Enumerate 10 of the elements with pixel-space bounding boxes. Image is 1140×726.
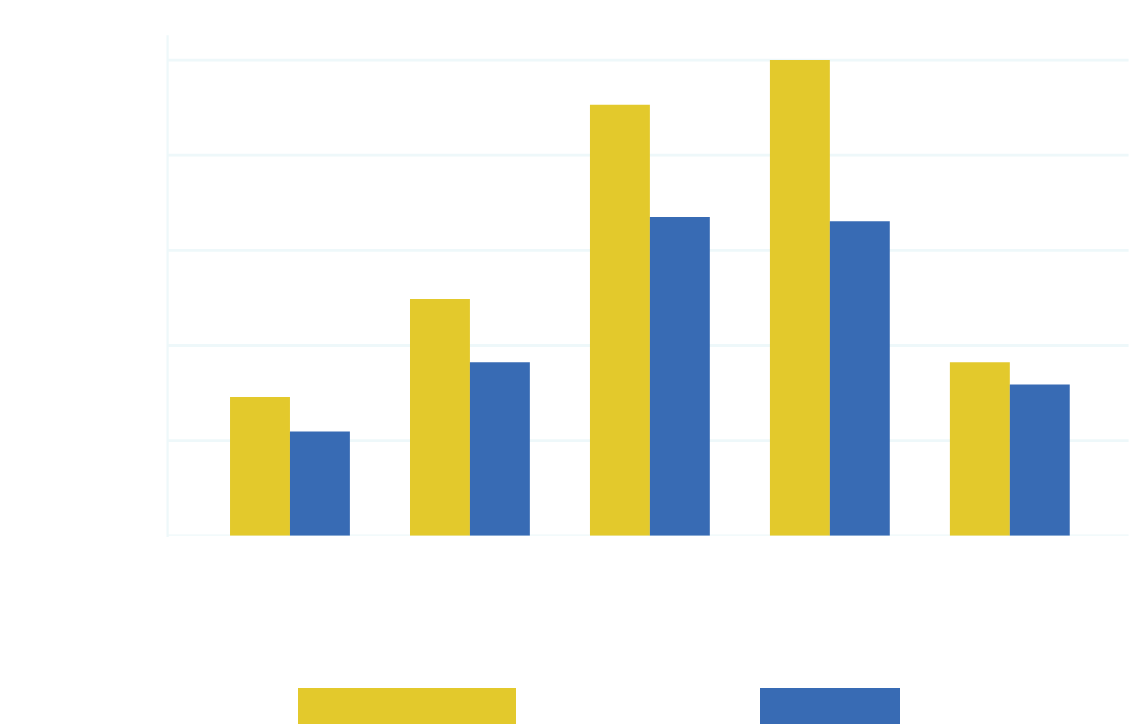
bar: [1009, 384, 1070, 536]
bar: [469, 362, 530, 536]
bar: [769, 60, 830, 536]
bar: [230, 396, 290, 536]
bar: [589, 104, 650, 536]
bar: [409, 298, 470, 536]
bar: [829, 221, 890, 536]
bar: [649, 217, 710, 536]
bar: [949, 362, 1010, 536]
bar: [289, 431, 350, 536]
